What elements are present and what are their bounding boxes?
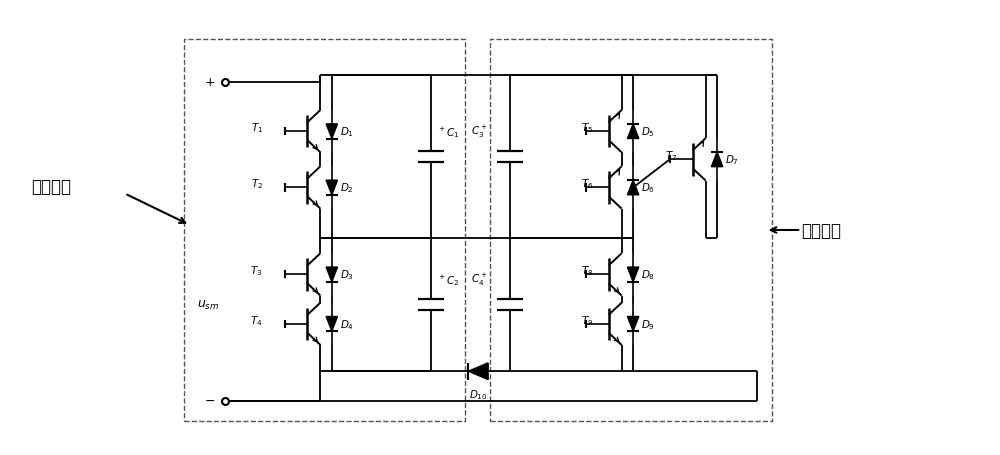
- Text: $T_2$: $T_2$: [251, 177, 263, 191]
- Text: $T_4$: $T_4$: [250, 313, 263, 327]
- Text: $C_3^+$: $C_3^+$: [471, 123, 488, 139]
- Polygon shape: [711, 153, 723, 167]
- Text: $^+C_2$: $^+C_2$: [437, 272, 459, 287]
- Text: $T_7$: $T_7$: [665, 149, 677, 163]
- Text: $u_{sm}$: $u_{sm}$: [197, 298, 220, 311]
- Text: $^+C_1$: $^+C_1$: [437, 124, 459, 139]
- Text: $D_3$: $D_3$: [340, 268, 354, 282]
- Text: 左半部分: 左半部分: [31, 177, 71, 195]
- Polygon shape: [326, 181, 338, 195]
- Text: $D_4$: $D_4$: [340, 317, 354, 331]
- Text: $D_1$: $D_1$: [340, 125, 354, 139]
- Text: $D_{10}$: $D_{10}$: [469, 387, 488, 401]
- Polygon shape: [627, 317, 639, 331]
- Text: $T_6$: $T_6$: [581, 177, 593, 191]
- Polygon shape: [326, 317, 338, 331]
- Text: $T_8$: $T_8$: [581, 264, 593, 278]
- Polygon shape: [326, 125, 338, 139]
- Polygon shape: [627, 268, 639, 282]
- Text: $D_2$: $D_2$: [340, 181, 354, 195]
- Text: $D_6$: $D_6$: [641, 181, 655, 195]
- Text: $D_7$: $D_7$: [725, 153, 739, 167]
- Text: $T_5$: $T_5$: [581, 121, 593, 135]
- Text: $D_5$: $D_5$: [641, 125, 655, 139]
- Polygon shape: [326, 268, 338, 282]
- Text: $C_4^+$: $C_4^+$: [471, 271, 488, 287]
- Polygon shape: [468, 363, 488, 380]
- Polygon shape: [627, 125, 639, 139]
- Text: −: −: [205, 394, 216, 408]
- Text: 右半部分: 右半部分: [801, 222, 841, 239]
- Text: $T_9$: $T_9$: [581, 313, 593, 327]
- Text: $T_1$: $T_1$: [251, 121, 263, 135]
- Text: $D_8$: $D_8$: [641, 268, 655, 282]
- Polygon shape: [627, 181, 639, 195]
- Text: $D_9$: $D_9$: [641, 317, 655, 331]
- Text: +: +: [205, 76, 216, 89]
- Text: $T_3$: $T_3$: [250, 264, 263, 278]
